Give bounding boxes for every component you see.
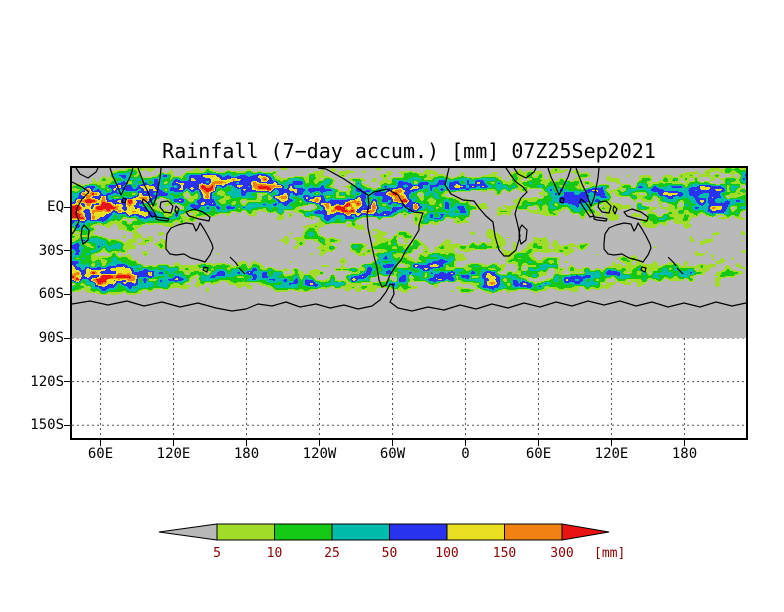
y-tick-mark (64, 381, 70, 383)
coastline-path (137, 168, 162, 207)
y-tick-label: 120S (30, 373, 64, 390)
x-tick-label: 180 (671, 446, 698, 462)
x-tick-label: 180 (233, 446, 260, 462)
colorbar: 5 10 25 50 100 150 300 [mm] (155, 521, 645, 566)
coastline-path (547, 168, 572, 196)
y-tick-mark (64, 337, 70, 339)
x-tick-mark (173, 440, 174, 446)
coastline-path (603, 222, 652, 263)
coastline-path (579, 198, 595, 218)
colorbar-swatches (158, 523, 610, 541)
coastline-path (185, 208, 211, 222)
y-tick-mark (64, 250, 70, 252)
colorbar-label: 50 (381, 546, 398, 561)
colorbar-segment (274, 523, 333, 541)
coastline-path (155, 216, 170, 222)
x-tick-mark (684, 440, 685, 446)
coastline-path (640, 266, 647, 273)
colorbar-label: 5 (213, 546, 221, 561)
y-tick-label: 60S (38, 286, 64, 303)
x-tick-label: 60E (525, 446, 552, 462)
colorbar-segment (389, 523, 448, 541)
y-tick-mark (64, 424, 70, 426)
x-tick-mark (538, 440, 539, 446)
colorbar-below-arrow (158, 523, 218, 541)
x-tick-mark (319, 440, 320, 446)
coastline-path (575, 168, 600, 207)
x-tick-mark (465, 440, 466, 446)
coastline-path (80, 224, 90, 245)
coastline-path (597, 200, 612, 214)
coastline-path (518, 224, 528, 245)
coastline-path (559, 197, 565, 204)
x-tick-mark (611, 440, 612, 446)
coastline-path (238, 267, 246, 275)
colorbar-unit-label: [mm] (594, 546, 626, 561)
map-plot (70, 166, 748, 440)
x-tick-label: 120E (594, 446, 629, 462)
colorbar-label: 100 (435, 546, 459, 561)
chart-title: Rainfall (7−day accum.) [mm] 07Z25Sep202… (162, 139, 656, 163)
x-tick-label: 0 (461, 446, 470, 462)
coastline-path (174, 205, 180, 215)
coastline-path (141, 198, 157, 218)
y-tick-label: 90S (38, 330, 64, 346)
coastline-path (366, 188, 424, 288)
x-tick-mark (246, 440, 247, 446)
y-tick-label: 30S (38, 242, 64, 259)
rainfall-raster (72, 168, 746, 338)
coastlines (72, 168, 746, 312)
coastline-path (202, 266, 209, 273)
colorbar-label: 10 (266, 546, 283, 561)
coastline-path (159, 200, 174, 214)
coastline-path (513, 168, 537, 179)
coastline-path (444, 168, 528, 257)
colorbar-segment (446, 523, 505, 541)
colorbar-segment (504, 523, 563, 541)
colorbar-above-arrow (561, 523, 610, 541)
x-tick-label: 120W (302, 446, 337, 462)
coastline-path (667, 256, 677, 267)
colorbar-label: 150 (492, 546, 517, 561)
coastline-path (121, 197, 127, 204)
colorbar-label: 25 (324, 546, 340, 561)
coastline-path (72, 181, 90, 235)
y-tick-mark (64, 293, 70, 295)
y-tick-label: EQ (47, 199, 64, 216)
x-tick-label: 60W (379, 446, 406, 462)
colorbar-segment (216, 523, 275, 541)
coastline-path (612, 205, 618, 215)
coastline-path (165, 222, 214, 263)
coastline-path (75, 168, 99, 179)
x-tick-mark (392, 440, 393, 446)
coastline-path (623, 208, 649, 222)
x-tick-label: 60E (87, 446, 114, 462)
y-tick-mark (64, 206, 70, 208)
x-tick-mark (100, 440, 101, 446)
coastline-path (593, 216, 608, 222)
colorbar-segment (331, 523, 390, 541)
x-tick-label: 120E (156, 446, 191, 462)
coastline-path (317, 168, 369, 196)
coastline-path (72, 283, 746, 312)
colorbar-label: 300 (550, 546, 574, 561)
coastline-path (109, 168, 134, 196)
coastline-path (229, 256, 239, 267)
coastline-path (676, 267, 684, 275)
y-tick-label: 150S (30, 417, 64, 434)
